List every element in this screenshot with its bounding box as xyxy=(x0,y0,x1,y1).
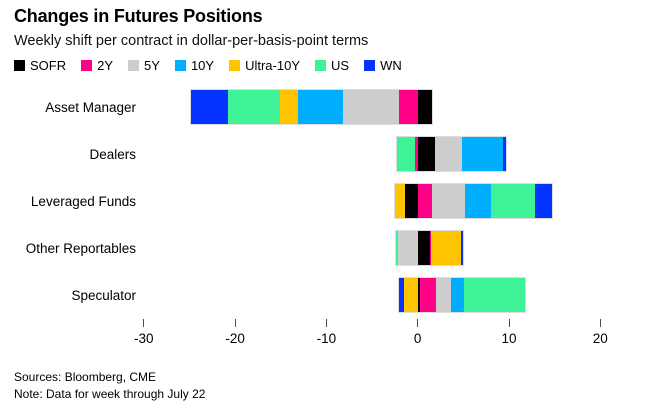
x-axis-tick-label--10: -10 xyxy=(316,331,337,346)
category-label-other-reportables: Other Reportables xyxy=(25,240,136,256)
bar-segment-asset-manager-us xyxy=(227,90,280,124)
bar-segment-asset-manager-2y xyxy=(399,90,418,124)
bar-segment-other-reportables-ultra-10y xyxy=(431,231,461,265)
legend-swatch-wn xyxy=(364,60,376,71)
x-axis-tick--30 xyxy=(143,319,145,327)
x-axis-tick-label-10: 10 xyxy=(501,331,517,346)
bar-segment-other-reportables-sofr xyxy=(417,231,430,265)
legend-label: SOFR xyxy=(30,58,67,73)
x-axis-tick--20 xyxy=(234,319,236,327)
bar-segment-dealers-5y xyxy=(435,137,463,171)
bar-segment-leveraged-funds-us xyxy=(490,184,536,218)
x-axis-tick-10 xyxy=(508,319,510,327)
category-label-speculator: Speculator xyxy=(71,287,136,303)
legend-item-us: US xyxy=(315,58,349,73)
bar-segment-speculator-sofr xyxy=(417,278,420,312)
category-label-asset-manager: Asset Manager xyxy=(45,99,136,115)
bar-dealers xyxy=(395,136,508,172)
bar-segment-leveraged-funds-10y xyxy=(465,184,491,218)
legend-item-10y: 10Y xyxy=(174,58,215,73)
category-label-leveraged-funds: Leveraged Funds xyxy=(30,193,136,209)
bar-asset-manager xyxy=(190,89,434,125)
x-axis-tick-label-20: 20 xyxy=(592,331,608,346)
x-axis-tick-20 xyxy=(599,319,601,327)
x-axis-tick-label--30: -30 xyxy=(134,331,154,346)
legend-swatch-5y xyxy=(128,60,140,71)
legend: SOFR 2Y 5Y 10Y Ultra-10Y US WN xyxy=(14,58,402,73)
legend-item-2y: 2Y xyxy=(81,58,113,73)
bar-other-reportables xyxy=(394,230,465,266)
legend-label: 5Y xyxy=(144,58,160,73)
legend-label: US xyxy=(331,58,350,73)
bar-segment-speculator-wn xyxy=(398,278,404,312)
bar-segment-asset-manager-sofr xyxy=(417,90,433,124)
x-axis-tick-label--20: -20 xyxy=(225,331,245,346)
bar-segment-leveraged-funds-ultra-10y xyxy=(394,184,405,218)
legend-swatch-10y xyxy=(174,60,186,71)
note-line: Note: Data for week through July 22 xyxy=(14,386,206,401)
bar-segment-speculator-us xyxy=(464,278,526,312)
bar-segment-speculator-5y xyxy=(435,278,451,312)
bar-segment-asset-manager-ultra-10y xyxy=(279,90,299,124)
chart-title: Changes in Futures Positions xyxy=(14,6,263,26)
legend-item-ultra-10y: Ultra-10Y xyxy=(229,58,300,73)
chart-subtitle: Weekly shift per contract in dollar-per-… xyxy=(14,33,369,49)
bar-segment-asset-manager-5y xyxy=(342,90,400,124)
category-label-dealers: Dealers xyxy=(89,146,136,162)
bar-segment-speculator-2y xyxy=(419,278,436,312)
x-axis-tick--10 xyxy=(325,319,327,327)
bar-segment-speculator-10y xyxy=(450,278,465,312)
bar-segment-asset-manager-wn xyxy=(191,90,228,124)
sources-line: Sources: Bloomberg, CME xyxy=(14,370,157,384)
source-note: Sources: Bloomberg, CME Note: Data for w… xyxy=(14,369,205,403)
bar-segment-other-reportables-2y xyxy=(429,231,432,265)
legend-label: 2Y xyxy=(97,58,114,73)
bar-segment-leveraged-funds-2y xyxy=(417,184,433,218)
legend-label: WN xyxy=(380,58,402,73)
bar-speculator xyxy=(397,277,527,313)
legend-item-sofr: SOFR xyxy=(14,58,66,73)
legend-swatch-us xyxy=(315,60,326,71)
bar-segment-leveraged-funds-wn xyxy=(535,184,552,218)
legend-item-wn: WN xyxy=(364,58,402,73)
bar-segment-dealers-sofr xyxy=(417,137,436,171)
bar-segment-speculator-ultra-10y xyxy=(404,278,418,312)
bar-segment-leveraged-funds-5y xyxy=(432,184,466,218)
bar-segment-leveraged-funds-sofr xyxy=(404,184,418,218)
legend-label: Ultra-10Y xyxy=(245,58,300,73)
bar-segment-dealers-2y xyxy=(414,137,418,171)
bar-segment-other-reportables-5y xyxy=(397,231,418,265)
bar-segment-dealers-wn xyxy=(502,137,507,171)
bar-segment-other-reportables-wn xyxy=(460,231,464,265)
bar-segment-other-reportables-us xyxy=(395,231,398,265)
x-axis-tick-label-0: 0 xyxy=(413,331,422,346)
legend-item-5y: 5Y xyxy=(128,58,160,73)
bar-segment-dealers-us xyxy=(396,137,415,171)
legend-swatch-sofr xyxy=(14,60,25,71)
legend-label: 10Y xyxy=(190,58,215,73)
bar-segment-dealers-10y xyxy=(462,137,503,171)
legend-swatch-ultra-10y xyxy=(229,60,241,71)
legend-swatch-2y xyxy=(81,60,93,71)
bar-leveraged-funds xyxy=(393,183,553,219)
bar-segment-asset-manager-10y xyxy=(298,90,343,124)
x-axis-tick-0 xyxy=(417,319,419,327)
